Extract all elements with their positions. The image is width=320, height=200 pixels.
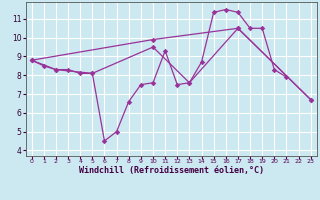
X-axis label: Windchill (Refroidissement éolien,°C): Windchill (Refroidissement éolien,°C) [79,166,264,175]
